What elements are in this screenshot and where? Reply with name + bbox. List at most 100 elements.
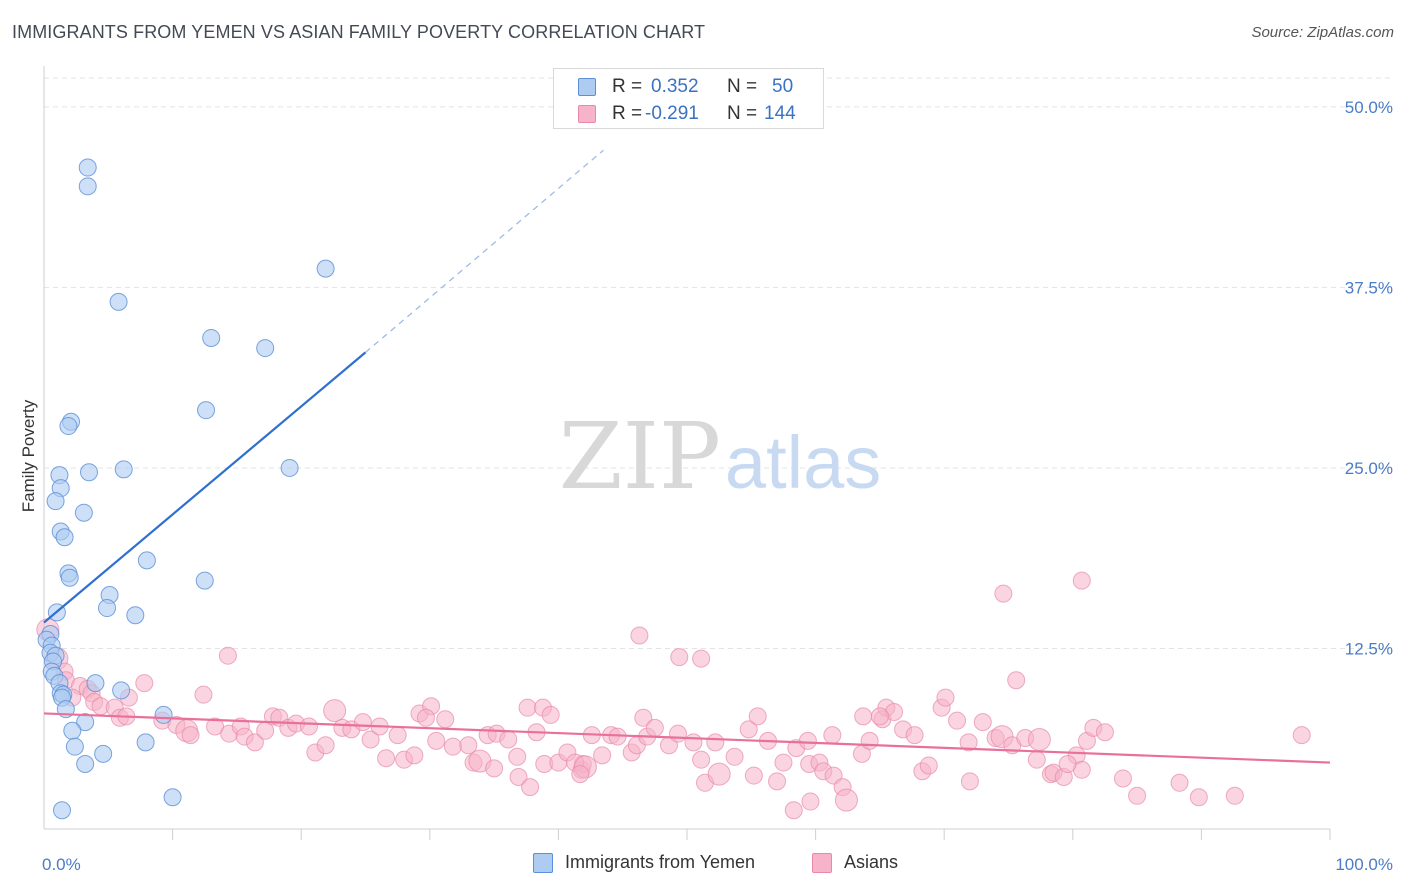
asians-point [670,648,689,667]
legend-swatch-asians [812,853,832,873]
yemen-point [78,158,97,177]
yemen-point [202,328,221,347]
y-tick-label: 25.0% [1345,459,1393,478]
y-tick-label: 50.0% [1345,98,1393,117]
legend-n-value: 50 [772,76,794,97]
legend-r-label: R = [612,76,643,97]
asians-points [36,571,1311,820]
y-tick-labels: 12.5% 25.0% 37.5% 50.0% [1345,98,1393,659]
asians-point [323,699,347,723]
yemen-point [86,674,105,693]
y-axis-label: Family Poverty [19,399,38,512]
yemen-point [78,177,97,196]
stats-legend: R = 0.352 N = 50 R = -0.291 N = 144 [553,68,824,129]
asians-point [593,746,612,765]
asians-point [245,733,264,752]
asians-point [994,584,1013,603]
yemen-trend-line [43,351,367,624]
legend-label-yemen: Immigrants from Yemen [565,852,756,872]
asians-point [218,646,237,665]
yemen-point [280,458,299,477]
asians-point [541,705,560,724]
y-tick-label: 37.5% [1345,278,1393,297]
asians-point [1007,671,1026,690]
asians-point [194,685,213,704]
yemen-point [53,801,72,820]
x-tick-labels: 0.0% 100.0% [42,855,1393,874]
trend-lines [43,149,1331,764]
asians-point [692,649,711,668]
asians-point [405,746,424,765]
yemen-point [256,339,275,358]
yemen-point [163,788,182,807]
yemen-point [316,259,335,278]
asians-point [668,724,687,743]
yemen-points [37,158,335,820]
legend-n-label: N = [727,76,758,97]
asians-point [1128,786,1147,805]
yemen-point [46,492,65,511]
asians-point [707,762,731,786]
asians-point [692,750,711,769]
asians-point [206,717,225,736]
asians-point [388,726,407,745]
watermark: ZIPatlas [559,403,881,510]
yemen-point [74,503,93,522]
asians-point [518,698,537,717]
asians-point [416,708,435,727]
asians-point [436,710,455,729]
asians-point [377,749,396,768]
asians-point [634,708,653,727]
yemen-point [154,705,173,724]
asians-point [936,688,955,707]
yemen-point [137,551,156,570]
asians-point [1225,786,1244,805]
x-tick-label: 0.0% [42,855,81,874]
asians-point [443,737,462,756]
asians-point [798,731,817,750]
asians-point [1170,773,1189,792]
legend-n-label: N = [727,103,758,124]
asians-point [870,707,889,726]
gridlines [44,77,1394,649]
asians-point [744,766,763,785]
asians-point [1027,727,1051,751]
yemen-point [94,744,113,763]
legend-label-asians: Asians [844,852,899,872]
asians-point [860,731,879,750]
source-credit: Source: ZipAtlas.com [1251,24,1394,41]
asians-point [299,717,318,736]
yemen-trend-extension [365,149,604,353]
asians-point [823,726,842,745]
axes [43,66,1331,840]
asians-point [959,733,978,752]
asians-point [485,759,504,778]
yemen-point [98,599,117,618]
asians-point [630,626,649,645]
yemen-point [76,755,95,774]
asians-point [973,713,992,732]
asians-point [361,730,380,749]
watermark-zip: ZIP [559,403,721,510]
x-tick-label: 100.0% [1335,855,1393,874]
yemen-point [126,606,145,625]
chart-title: IMMIGRANTS FROM YEMEN VS ASIAN FAMILY PO… [12,22,706,42]
asians-point [739,720,758,739]
asians-point [1095,723,1114,742]
asians-point [1058,755,1077,774]
yemen-point [80,463,99,482]
yemen-point [55,528,74,547]
asians-point [1292,726,1311,745]
yemen-point [65,737,84,756]
asians-point [353,713,372,732]
asians-point [316,736,335,755]
legend-r-value: -0.291 [645,103,699,124]
asians-point [521,778,540,797]
yemen-point [195,571,214,590]
asians-point [1113,769,1132,788]
asians-point [645,718,664,737]
asians-point [919,756,938,775]
asians-point [768,772,787,791]
legend-n-value: 144 [764,103,796,124]
asians-point [571,765,590,784]
